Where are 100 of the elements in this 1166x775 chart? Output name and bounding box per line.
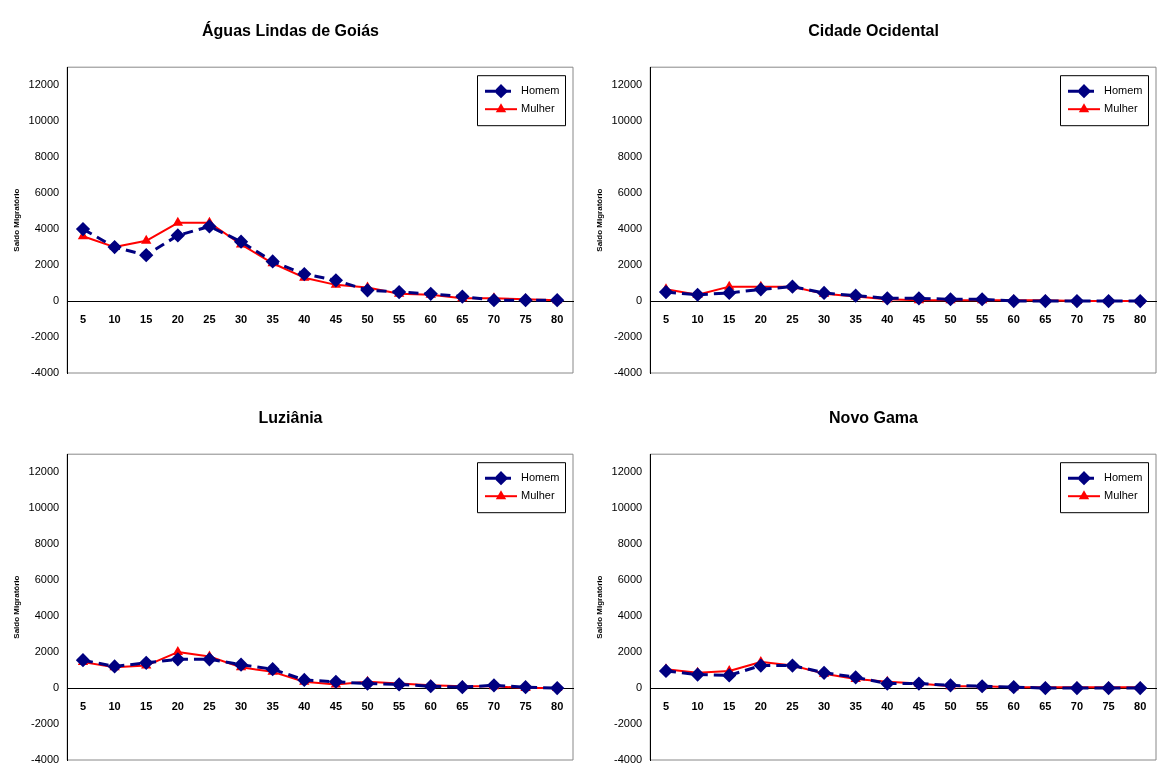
y-tick-label: 4000 bbox=[617, 222, 643, 235]
legend-label: Mulher bbox=[521, 102, 555, 115]
x-tick-label: 75 bbox=[1102, 699, 1115, 712]
x-tick-label: 30 bbox=[817, 312, 831, 325]
y-tick-label: 10000 bbox=[611, 114, 643, 127]
y-tick-label: 8000 bbox=[34, 150, 60, 163]
chart-title: Águas Lindas de Goiás bbox=[202, 21, 380, 40]
x-tick-label: 20 bbox=[171, 312, 184, 325]
y-tick-label: 10000 bbox=[28, 114, 60, 127]
x-tick-label: 35 bbox=[849, 312, 862, 325]
x-tick-label: 40 bbox=[881, 699, 894, 712]
x-tick-label: 35 bbox=[266, 312, 279, 325]
x-tick-label: 60 bbox=[1007, 699, 1020, 712]
x-tick-label: 50 bbox=[361, 699, 374, 712]
y-tick-label: 12000 bbox=[28, 465, 60, 478]
x-tick-label: 15 bbox=[723, 699, 736, 712]
x-tick-label: 60 bbox=[424, 699, 437, 712]
x-tick-label: 75 bbox=[519, 699, 532, 712]
y-tick-label: 10000 bbox=[28, 501, 60, 514]
y-tick-label: 0 bbox=[53, 681, 60, 694]
y-tick-label: 12000 bbox=[28, 78, 60, 91]
x-tick-label: 10 bbox=[108, 699, 121, 712]
x-tick-label: 70 bbox=[487, 312, 501, 325]
x-tick-label: 5 bbox=[79, 312, 87, 325]
y-axis-title: Saldo Migratório bbox=[595, 575, 604, 639]
x-tick-label: 65 bbox=[456, 312, 469, 325]
chart-title: Luziânia bbox=[258, 409, 323, 427]
x-tick-label: 25 bbox=[203, 312, 216, 325]
y-tick-label: 2000 bbox=[34, 258, 60, 271]
x-tick-label: 50 bbox=[361, 312, 374, 325]
x-tick-label: 55 bbox=[393, 699, 406, 712]
y-tick-label: 12000 bbox=[611, 78, 643, 91]
legend-label: Mulher bbox=[1104, 102, 1138, 115]
x-tick-label: 25 bbox=[203, 699, 216, 712]
x-tick-label: 10 bbox=[691, 699, 704, 712]
x-tick-label: 5 bbox=[79, 699, 87, 712]
x-tick-label: 10 bbox=[108, 312, 121, 325]
y-tick-label: 10000 bbox=[611, 501, 643, 514]
x-tick-label: 35 bbox=[266, 699, 279, 712]
x-tick-label: 65 bbox=[1039, 699, 1052, 712]
x-tick-label: 40 bbox=[298, 312, 311, 325]
x-tick-label: 65 bbox=[1039, 312, 1052, 325]
chart-title: Cidade Ocidental bbox=[808, 22, 939, 40]
x-tick-label: 15 bbox=[140, 699, 153, 712]
y-tick-label: -4000 bbox=[614, 366, 643, 379]
x-tick-label: 10 bbox=[691, 312, 704, 325]
x-tick-label: 40 bbox=[298, 699, 311, 712]
y-tick-label: -4000 bbox=[31, 753, 60, 766]
y-tick-label: 4000 bbox=[617, 609, 643, 622]
x-tick-label: 80 bbox=[1134, 699, 1147, 712]
x-tick-label: 30 bbox=[234, 312, 248, 325]
y-tick-label: 4000 bbox=[34, 222, 60, 235]
y-tick-label: 8000 bbox=[34, 537, 60, 550]
x-tick-label: 5 bbox=[662, 312, 670, 325]
x-tick-label: 80 bbox=[1134, 312, 1147, 325]
y-tick-label: 0 bbox=[636, 681, 643, 694]
x-tick-label: 30 bbox=[234, 699, 248, 712]
y-axis-title: Saldo Migratório bbox=[12, 188, 21, 252]
y-tick-label: -2000 bbox=[614, 330, 643, 343]
legend-label: Homem bbox=[1104, 471, 1143, 484]
x-tick-label: 80 bbox=[551, 312, 564, 325]
x-tick-label: 20 bbox=[171, 699, 184, 712]
legend-label: Mulher bbox=[1104, 489, 1138, 502]
y-tick-label: 8000 bbox=[617, 537, 643, 550]
x-tick-label: 45 bbox=[912, 699, 926, 712]
x-tick-label: 75 bbox=[519, 312, 532, 325]
x-tick-label: 30 bbox=[817, 699, 831, 712]
x-tick-label: 60 bbox=[1007, 312, 1020, 325]
y-tick-label: 6000 bbox=[34, 186, 60, 199]
legend-label: Homem bbox=[1104, 84, 1143, 97]
x-tick-label: 55 bbox=[393, 312, 406, 325]
chart-title: Novo Gama bbox=[829, 409, 919, 427]
x-tick-label: 70 bbox=[487, 699, 501, 712]
y-tick-label: -2000 bbox=[31, 330, 60, 343]
x-tick-label: 35 bbox=[849, 699, 862, 712]
y-tick-label: 0 bbox=[636, 294, 643, 307]
y-axis-title: Saldo Migratório bbox=[595, 188, 604, 252]
x-tick-label: 70 bbox=[1070, 312, 1084, 325]
y-axis-title: Saldo Migratório bbox=[12, 575, 21, 639]
y-tick-label: -4000 bbox=[614, 753, 643, 766]
y-tick-label: -4000 bbox=[31, 366, 60, 379]
x-tick-label: 50 bbox=[944, 312, 957, 325]
y-tick-label: 4000 bbox=[34, 609, 60, 622]
legend-label: Homem bbox=[521, 471, 560, 484]
x-tick-label: 70 bbox=[1070, 699, 1084, 712]
x-tick-label: 15 bbox=[140, 312, 153, 325]
y-tick-label: 12000 bbox=[611, 465, 643, 478]
y-tick-label: -2000 bbox=[614, 717, 643, 730]
x-tick-label: 65 bbox=[456, 699, 469, 712]
y-tick-label: 2000 bbox=[617, 645, 643, 658]
x-tick-label: 45 bbox=[329, 312, 343, 325]
x-tick-label: 80 bbox=[551, 699, 564, 712]
y-tick-label: -2000 bbox=[31, 717, 60, 730]
y-tick-label: 2000 bbox=[34, 645, 60, 658]
y-tick-label: 6000 bbox=[34, 573, 60, 586]
x-tick-label: 5 bbox=[662, 699, 670, 712]
x-tick-label: 55 bbox=[976, 312, 989, 325]
y-tick-label: 6000 bbox=[617, 573, 643, 586]
x-tick-label: 45 bbox=[912, 312, 926, 325]
x-tick-label: 75 bbox=[1102, 312, 1115, 325]
